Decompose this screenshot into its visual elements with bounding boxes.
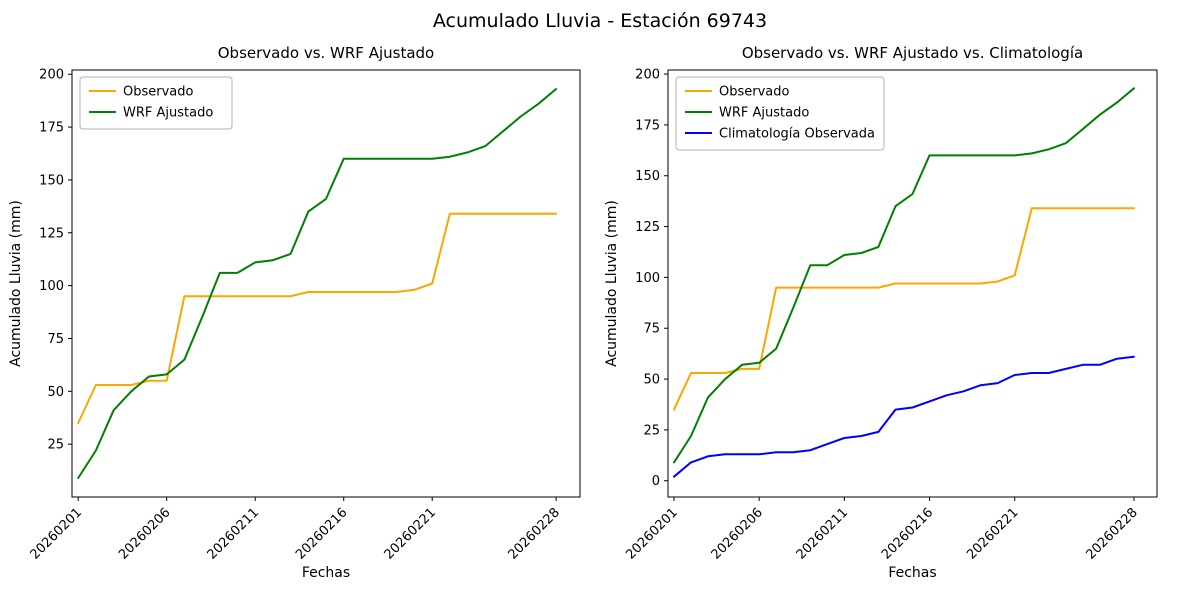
x-tick-label: 20260201 [28, 505, 85, 562]
line-climatologia-observada [673, 355, 1135, 478]
y-tick-label: 200 [39, 68, 64, 83]
legend-label: Climatología Observada [719, 127, 875, 142]
legend-label: WRF Ajustado [719, 106, 809, 121]
y-axis-label: Acumulado Lluvia (mm) [8, 200, 24, 367]
x-tick-label: 20260206 [116, 505, 173, 562]
line-observado [77, 212, 558, 424]
y-tick-label: 150 [39, 173, 64, 188]
y-tick-label: 175 [39, 121, 64, 136]
x-tick-label: 20260211 [205, 505, 262, 562]
line-wrf-ajustado [673, 87, 1135, 464]
x-tick-label: 20260211 [794, 505, 851, 562]
y-tick-label: 25 [47, 438, 64, 453]
x-tick-label: 20260216 [293, 505, 350, 562]
y-tick-label: 50 [643, 373, 660, 388]
legend [79, 76, 233, 130]
y-tick-label: 75 [47, 332, 64, 347]
legend [675, 76, 885, 151]
y-tick-label: 175 [635, 118, 660, 133]
y-tick-label: 75 [643, 322, 660, 337]
y-tick-label: 100 [635, 271, 660, 286]
x-tick-label: 20260206 [709, 505, 766, 562]
y-tick-label: 200 [635, 68, 660, 83]
legend-label: Observado [123, 85, 194, 100]
x-tick-label: 20260221 [382, 505, 439, 562]
y-tick-label: 125 [39, 226, 64, 241]
y-tick-label: 150 [635, 169, 660, 184]
y-tick-label: 125 [635, 220, 660, 235]
x-axis-label: Fechas [302, 565, 350, 581]
x-tick-label: 20260216 [879, 505, 936, 562]
line-wrf-ajustado [77, 88, 558, 479]
x-axis-label: Fechas [888, 565, 936, 581]
y-tick-label: 0 [652, 474, 660, 489]
legend-label: WRF Ajustado [123, 106, 213, 121]
subplot-right: 0 25 50 75 100 125 150 175 200 20260201 20260206 20… [604, 44, 1158, 581]
x-tick-label: 20260228 [506, 505, 563, 562]
subplot-left: 25 50 75 100 125 150 175 200 20260201 20260206 202… [8, 44, 581, 581]
figure-title: Acumulado Lluvia - Estación 69743 [432, 10, 768, 32]
y-axis-label: Acumulado Lluvia (mm) [604, 200, 620, 367]
plot-area [71, 69, 581, 498]
y-tick-label: 50 [47, 385, 64, 400]
x-tick-label: 20260221 [964, 505, 1021, 562]
subplot-title: Observado vs. WRF Ajustado [218, 44, 434, 62]
legend-label: Observado [719, 85, 790, 100]
y-tick-label: 100 [39, 279, 64, 294]
x-tick-label: 20260228 [1083, 505, 1140, 562]
subplot-title: Observado vs. WRF Ajustado vs. Climatolo… [742, 44, 1083, 62]
x-tick-label: 20260201 [623, 505, 680, 562]
y-tick-label: 25 [643, 423, 660, 438]
line-observado [673, 207, 1135, 411]
